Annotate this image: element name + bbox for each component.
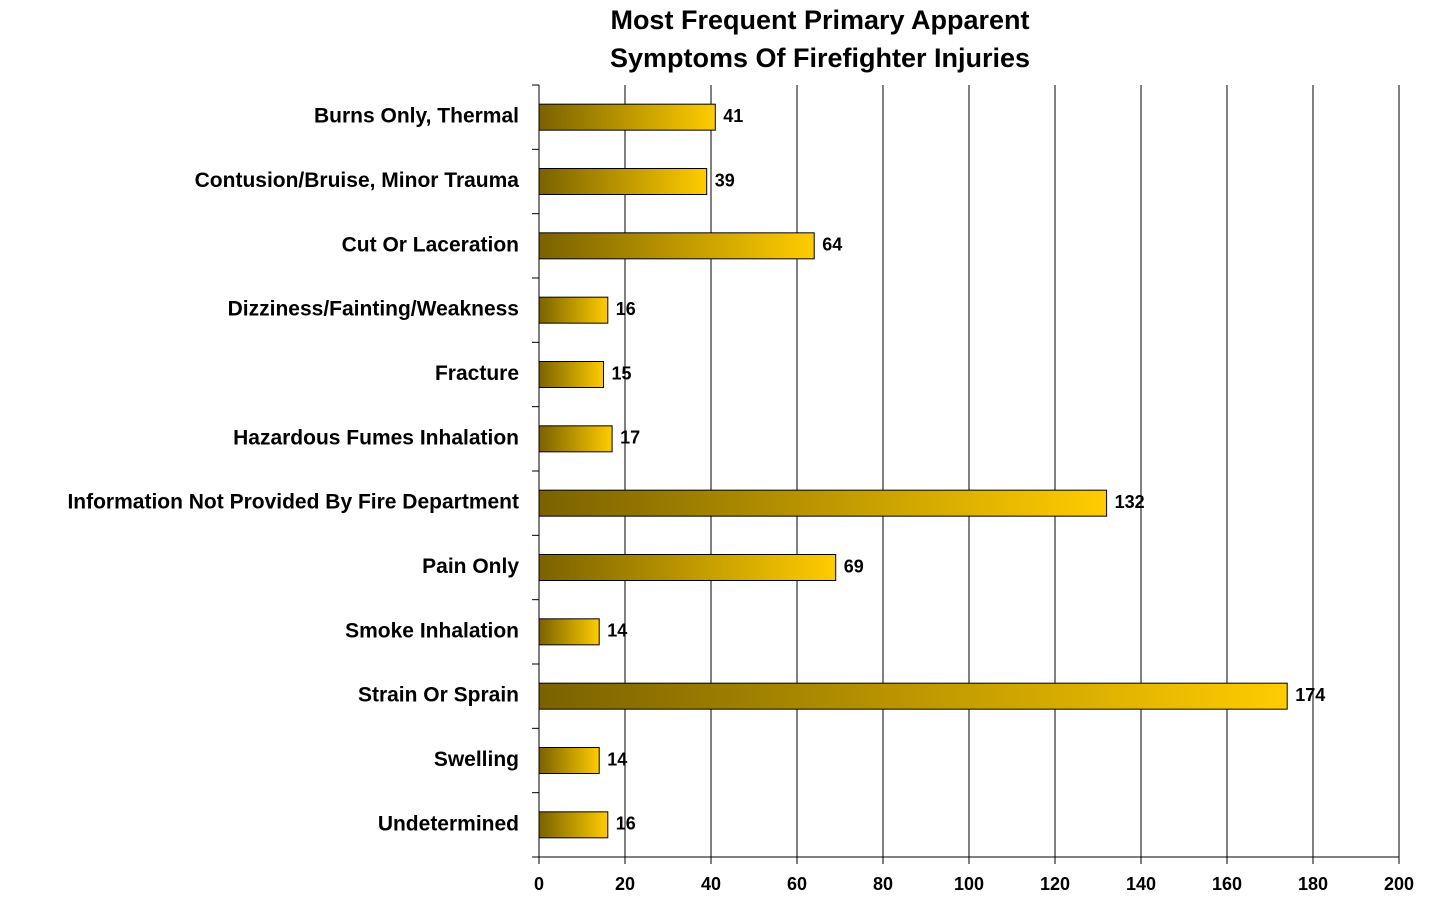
x-tick-label: 120 xyxy=(1040,874,1070,894)
bar xyxy=(538,296,609,324)
x-tick-label: 160 xyxy=(1212,874,1242,894)
value-label: 14 xyxy=(607,749,627,769)
y-tick-label: Strain Or Sprain xyxy=(358,684,519,707)
value-label: 69 xyxy=(844,556,864,576)
y-tick-label: Burns Only, Thermal xyxy=(314,105,519,128)
bar xyxy=(538,682,1288,710)
y-tick-label: Cut Or Laceration xyxy=(342,233,519,256)
bar xyxy=(538,168,708,195)
x-tick-label: 80 xyxy=(873,874,893,894)
bar xyxy=(538,747,600,774)
bar xyxy=(538,361,604,388)
x-tick-label: 180 xyxy=(1298,874,1328,894)
value-label: 16 xyxy=(616,814,636,834)
x-tick-label: 40 xyxy=(701,874,721,894)
bar xyxy=(538,489,1108,517)
x-tick-label: 60 xyxy=(787,874,807,894)
value-label: 16 xyxy=(616,299,636,319)
value-label: 174 xyxy=(1295,685,1325,705)
value-label: 132 xyxy=(1115,492,1145,512)
value-label: 39 xyxy=(715,170,735,190)
y-tick-label: Contusion/Bruise, Minor Trauma xyxy=(195,169,520,192)
y-tick-label: Hazardous Fumes Inhalation xyxy=(233,426,519,449)
bar xyxy=(538,425,613,453)
value-label: 41 xyxy=(723,106,743,126)
value-label: 17 xyxy=(620,428,640,448)
x-tick-label: 20 xyxy=(615,874,635,894)
bar xyxy=(538,554,837,581)
bar xyxy=(538,103,716,131)
x-tick-label: 100 xyxy=(954,874,984,894)
bar xyxy=(538,618,600,646)
y-tick-label: Dizziness/Fainting/Weakness xyxy=(228,298,519,321)
x-tick-label: 0 xyxy=(534,874,544,894)
y-tick-label: Pain Only xyxy=(422,555,519,578)
x-tick-label: 200 xyxy=(1384,874,1414,894)
value-label: 15 xyxy=(612,363,632,383)
y-tick-label: Smoke Inhalation xyxy=(345,619,519,642)
value-label: 14 xyxy=(607,621,627,641)
chart-title: Most Frequent Primary Apparent xyxy=(610,5,1029,35)
bar xyxy=(538,232,815,260)
y-tick-label: Undetermined xyxy=(378,812,519,835)
bar xyxy=(538,811,609,839)
x-tick-label: 140 xyxy=(1126,874,1156,894)
y-tick-label: Swelling xyxy=(434,748,519,771)
y-tick-label: Information Not Provided By Fire Departm… xyxy=(67,491,519,514)
chart-title: Symptoms Of Firefighter Injuries xyxy=(610,43,1030,73)
y-tick-label: Fracture xyxy=(435,362,519,385)
value-label: 64 xyxy=(822,235,842,255)
